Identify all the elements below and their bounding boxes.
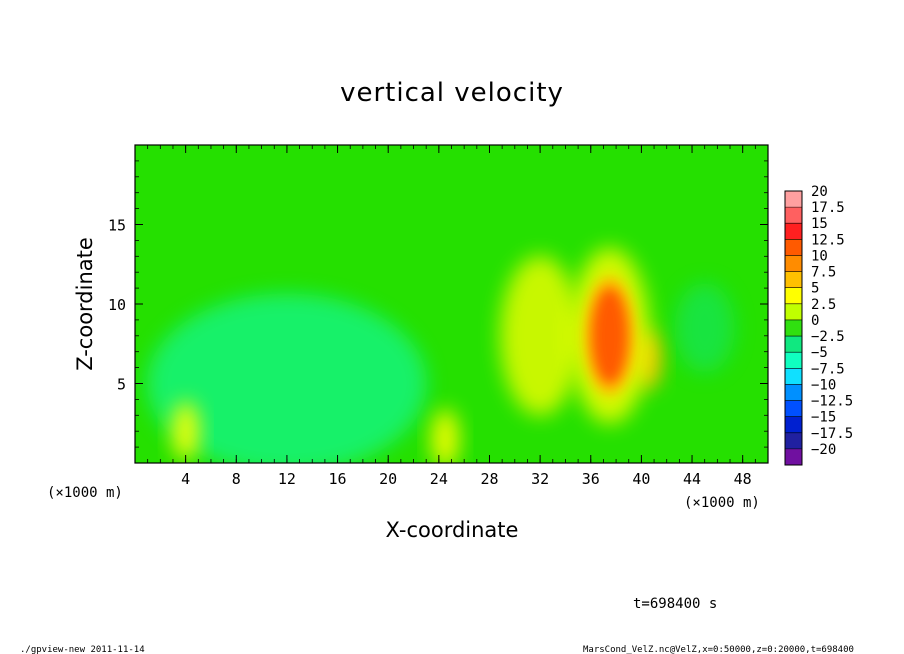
colorbar-label: −12.5 bbox=[811, 394, 853, 410]
colorbar-label: −5 bbox=[811, 345, 828, 361]
time-label: t=698400 s bbox=[633, 596, 717, 612]
colorbar-swatch bbox=[785, 384, 802, 402]
colorbar-label: 12.5 bbox=[811, 232, 845, 248]
colorbar-swatch bbox=[785, 448, 802, 466]
x-unit-label-left: (×1000 m) bbox=[47, 485, 123, 501]
colorbar-label: −20 bbox=[811, 442, 836, 458]
colorbar-swatch bbox=[785, 255, 802, 273]
footer-left: ./gpview-new 2011-11-14 bbox=[20, 645, 145, 654]
colorbar-swatch bbox=[785, 191, 802, 208]
colorbar-swatch bbox=[785, 432, 802, 450]
x-tick-label: 40 bbox=[632, 470, 650, 488]
x-tick-label: 36 bbox=[582, 470, 600, 488]
colorbar-swatch bbox=[785, 368, 802, 385]
y-tick-label: 10 bbox=[108, 296, 126, 314]
y-axis-label: Z-coordinate bbox=[73, 237, 97, 371]
field-features bbox=[146, 247, 735, 463]
colorbar-swatch bbox=[785, 207, 802, 224]
colorbar-label: −2.5 bbox=[811, 329, 845, 345]
x-tick-label: 8 bbox=[232, 470, 241, 488]
colorbar-swatch bbox=[785, 336, 802, 353]
x-tick-label: 20 bbox=[379, 470, 397, 488]
x-tick-label: 32 bbox=[531, 470, 549, 488]
x-axis-ticks: 4 8 12 16 20 24 28 32 36 40 44 48 bbox=[147, 145, 756, 488]
field-blob bbox=[591, 287, 628, 384]
colorbar-label: 7.5 bbox=[811, 265, 836, 281]
colorbar-swatch bbox=[785, 223, 802, 240]
field-blob bbox=[674, 282, 735, 373]
y-tick-label: 15 bbox=[108, 217, 126, 235]
colorbar-label: −17.5 bbox=[811, 426, 853, 442]
field-blob bbox=[431, 409, 460, 463]
x-unit-label-right: (×1000 m) bbox=[684, 495, 760, 511]
colorbar-label: 5 bbox=[811, 281, 819, 297]
colorbar: 2017.51512.5107.552.50−2.5−5−7.5−10−12.5… bbox=[784, 184, 853, 466]
colorbar-swatch bbox=[785, 239, 802, 256]
colorbar-label: 20 bbox=[811, 184, 828, 200]
colorbar-label: 15 bbox=[811, 216, 828, 232]
x-tick-label: 12 bbox=[278, 470, 296, 488]
colorbar-swatch bbox=[785, 352, 802, 369]
chart-title: vertical velocity bbox=[340, 78, 564, 108]
colorbar-swatch bbox=[785, 400, 802, 418]
x-tick-label: 4 bbox=[181, 470, 190, 488]
colorbar-swatch bbox=[785, 303, 802, 321]
x-axis-label: X-coordinate bbox=[386, 518, 519, 542]
colorbar-label: 10 bbox=[811, 248, 828, 264]
x-tick-label: 28 bbox=[480, 470, 498, 488]
colorbar-label: 17.5 bbox=[811, 200, 845, 216]
field-blob bbox=[500, 255, 581, 416]
y-axis-ticks: 5 10 15 bbox=[108, 160, 768, 448]
colorbar-swatch bbox=[785, 319, 802, 337]
field-blob bbox=[171, 401, 200, 462]
x-tick-label: 24 bbox=[430, 470, 448, 488]
colorbar-label: 0 bbox=[811, 313, 819, 329]
colorbar-swatch bbox=[785, 271, 802, 289]
field-blob bbox=[146, 293, 427, 463]
x-tick-label: 44 bbox=[683, 470, 701, 488]
y-tick-label: 5 bbox=[117, 376, 126, 394]
x-tick-label: 16 bbox=[329, 470, 347, 488]
x-tick-label: 48 bbox=[734, 470, 752, 488]
footer-right: MarsCond_VelZ.nc@VelZ,x=0:50000,z=0:2000… bbox=[583, 645, 854, 654]
colorbar-label: −15 bbox=[811, 410, 836, 426]
plot-area bbox=[135, 145, 768, 463]
colorbar-label: −7.5 bbox=[811, 361, 845, 377]
colorbar-label: 2.5 bbox=[811, 297, 836, 313]
colorbar-label: −10 bbox=[811, 377, 836, 393]
colorbar-swatch bbox=[785, 287, 802, 305]
colorbar-swatch bbox=[785, 416, 802, 434]
